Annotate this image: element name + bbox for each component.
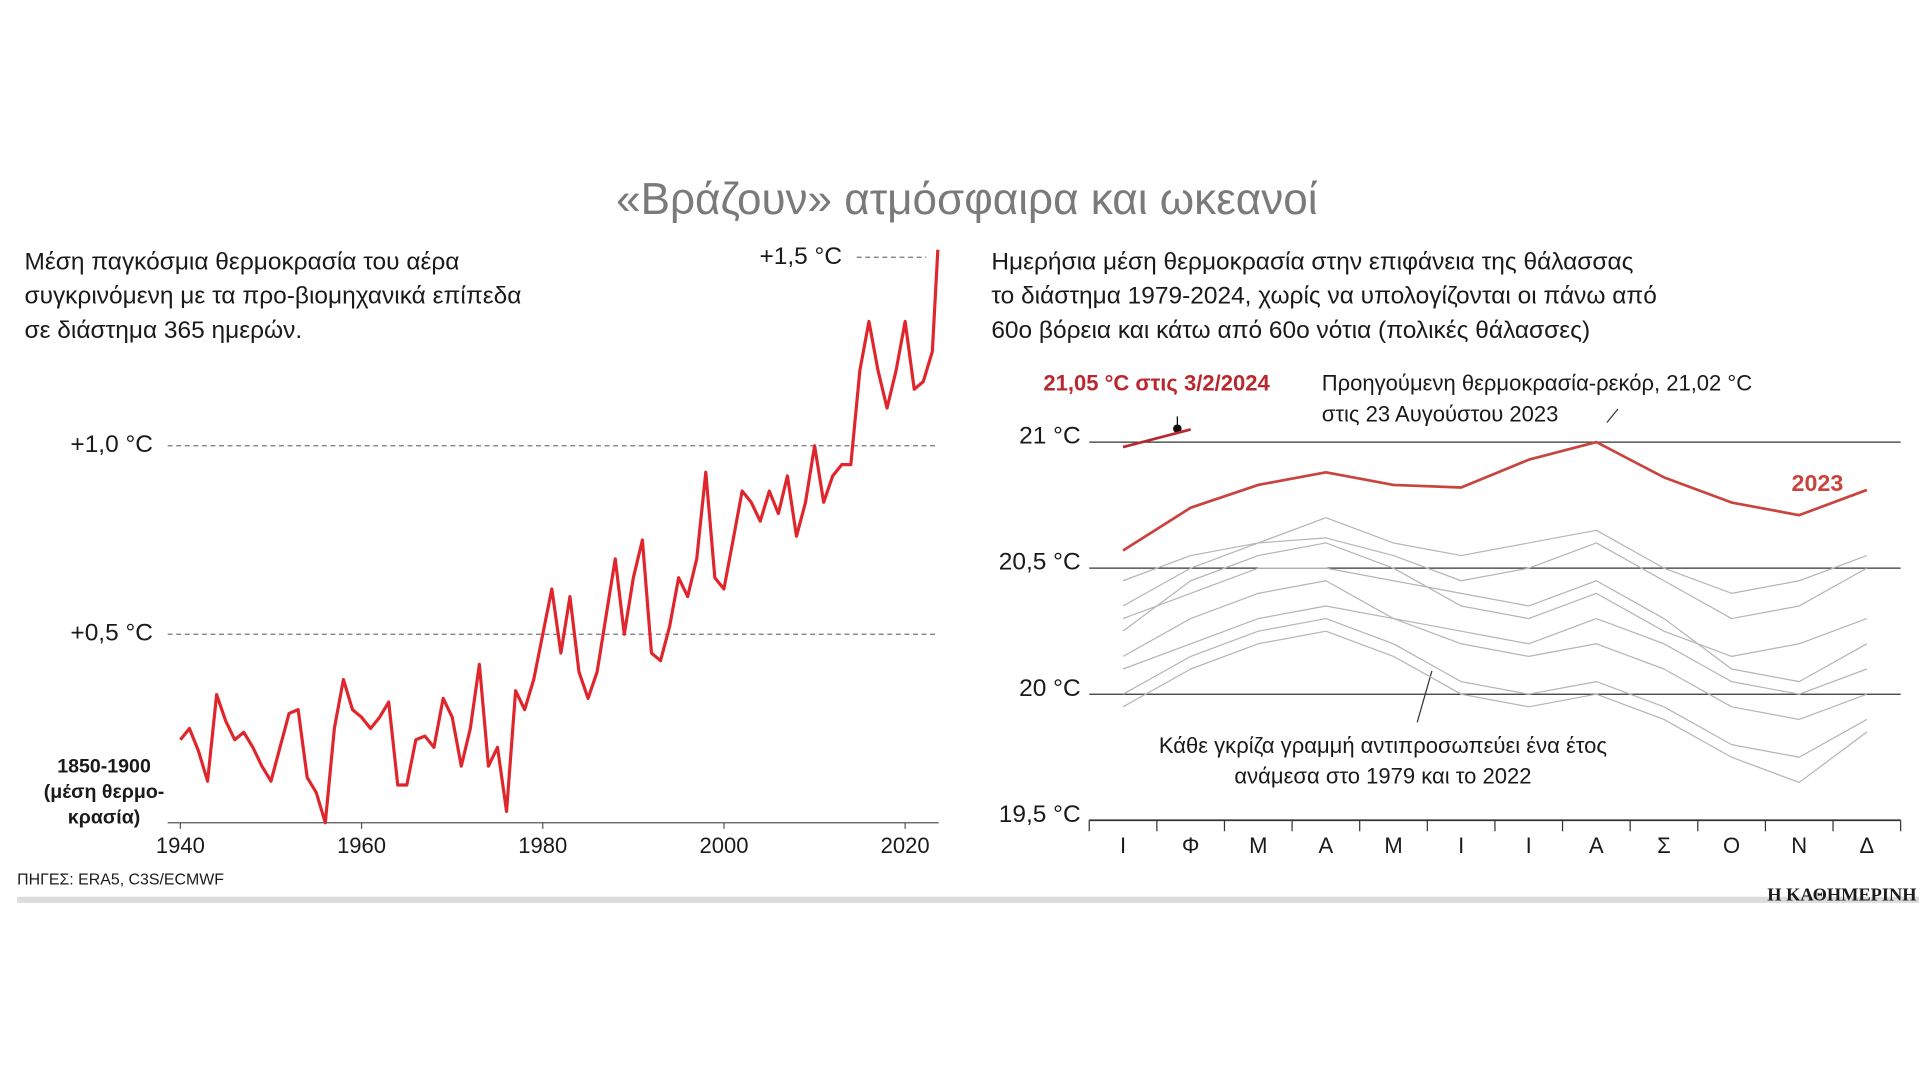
source: ΠΗΓΕΣ: ERA5, C3S/ECMWF [17,871,224,888]
y-tick-label: 20 °C [1019,675,1080,702]
x-tick-label: Α [1589,833,1604,858]
x-tick-label: 1940 [156,833,205,858]
gray-arrow [1416,670,1433,723]
x-tick-label: Ο [1723,833,1740,858]
y-tick-label: 19,5 °C [999,801,1081,828]
x-tick-label: Ι [1526,833,1532,858]
x-tick-label: Σ [1657,833,1671,858]
x-tick-label: 2020 [881,833,930,858]
y-tick-label: +0,5 °C [70,620,153,647]
annotation: Κάθε γκρίζα γραμμή αντιπροσωπεύει ένα έτ… [1159,733,1607,789]
series-line [1122,517,1868,607]
series-line [1122,428,1192,449]
record-dot [1173,424,1182,433]
series-label: 2023 [1792,470,1844,496]
x-tick-label: Ι [1458,833,1464,858]
series-line [1122,630,1868,784]
y-tick-label: 21 °C [1019,423,1080,450]
series-line [1122,605,1868,695]
annotation: 21,05 °C στις 3/2/2024 [1043,370,1270,395]
y-tick-label: +1,5 °C [759,243,842,270]
logo: Η ΚΑΘΗΜΕΡΙΝΗ [1767,884,1916,904]
x-tick-label: 1960 [337,833,386,858]
x-tick-label: Μ [1249,833,1267,858]
x-tick-label: Ν [1791,833,1807,858]
annotation: Προηγούμενη θερμοκρασία-ρεκόρ, 21,02 °C σ… [1322,370,1752,426]
y-tick-label: +1,0 °C [70,431,153,458]
x-tick-label: Μ [1384,833,1402,858]
y-tick-label: 1850-1900 (μέση θερμο-κρασία) [44,756,165,829]
series-line [1122,567,1868,683]
main-title: «Βράζουν» ατμόσφαιρα και ωκεανοί [616,175,1318,224]
series-line [1122,440,1868,552]
subtitle: Ημερήσια μέση θερμοκρασία στην επιφάνεια… [991,249,1657,345]
x-tick-label: Ι [1120,833,1126,858]
series-line [1122,537,1868,620]
record-arrow [1606,408,1619,423]
x-tick-label: Δ [1859,833,1874,858]
x-tick-label: Α [1319,833,1334,858]
x-tick-label: 2000 [699,833,748,858]
subtitle: Μέση παγκόσμια θερμοκρασία του αέρα συγκρ… [24,249,521,345]
y-tick-label: 20,5 °C [999,549,1081,576]
x-tick-label: Φ [1182,833,1200,858]
series-line [179,249,940,825]
series-line [1122,580,1868,721]
series-line [1122,617,1868,758]
series-line [1122,542,1868,658]
x-tick-label: 1980 [518,833,567,858]
